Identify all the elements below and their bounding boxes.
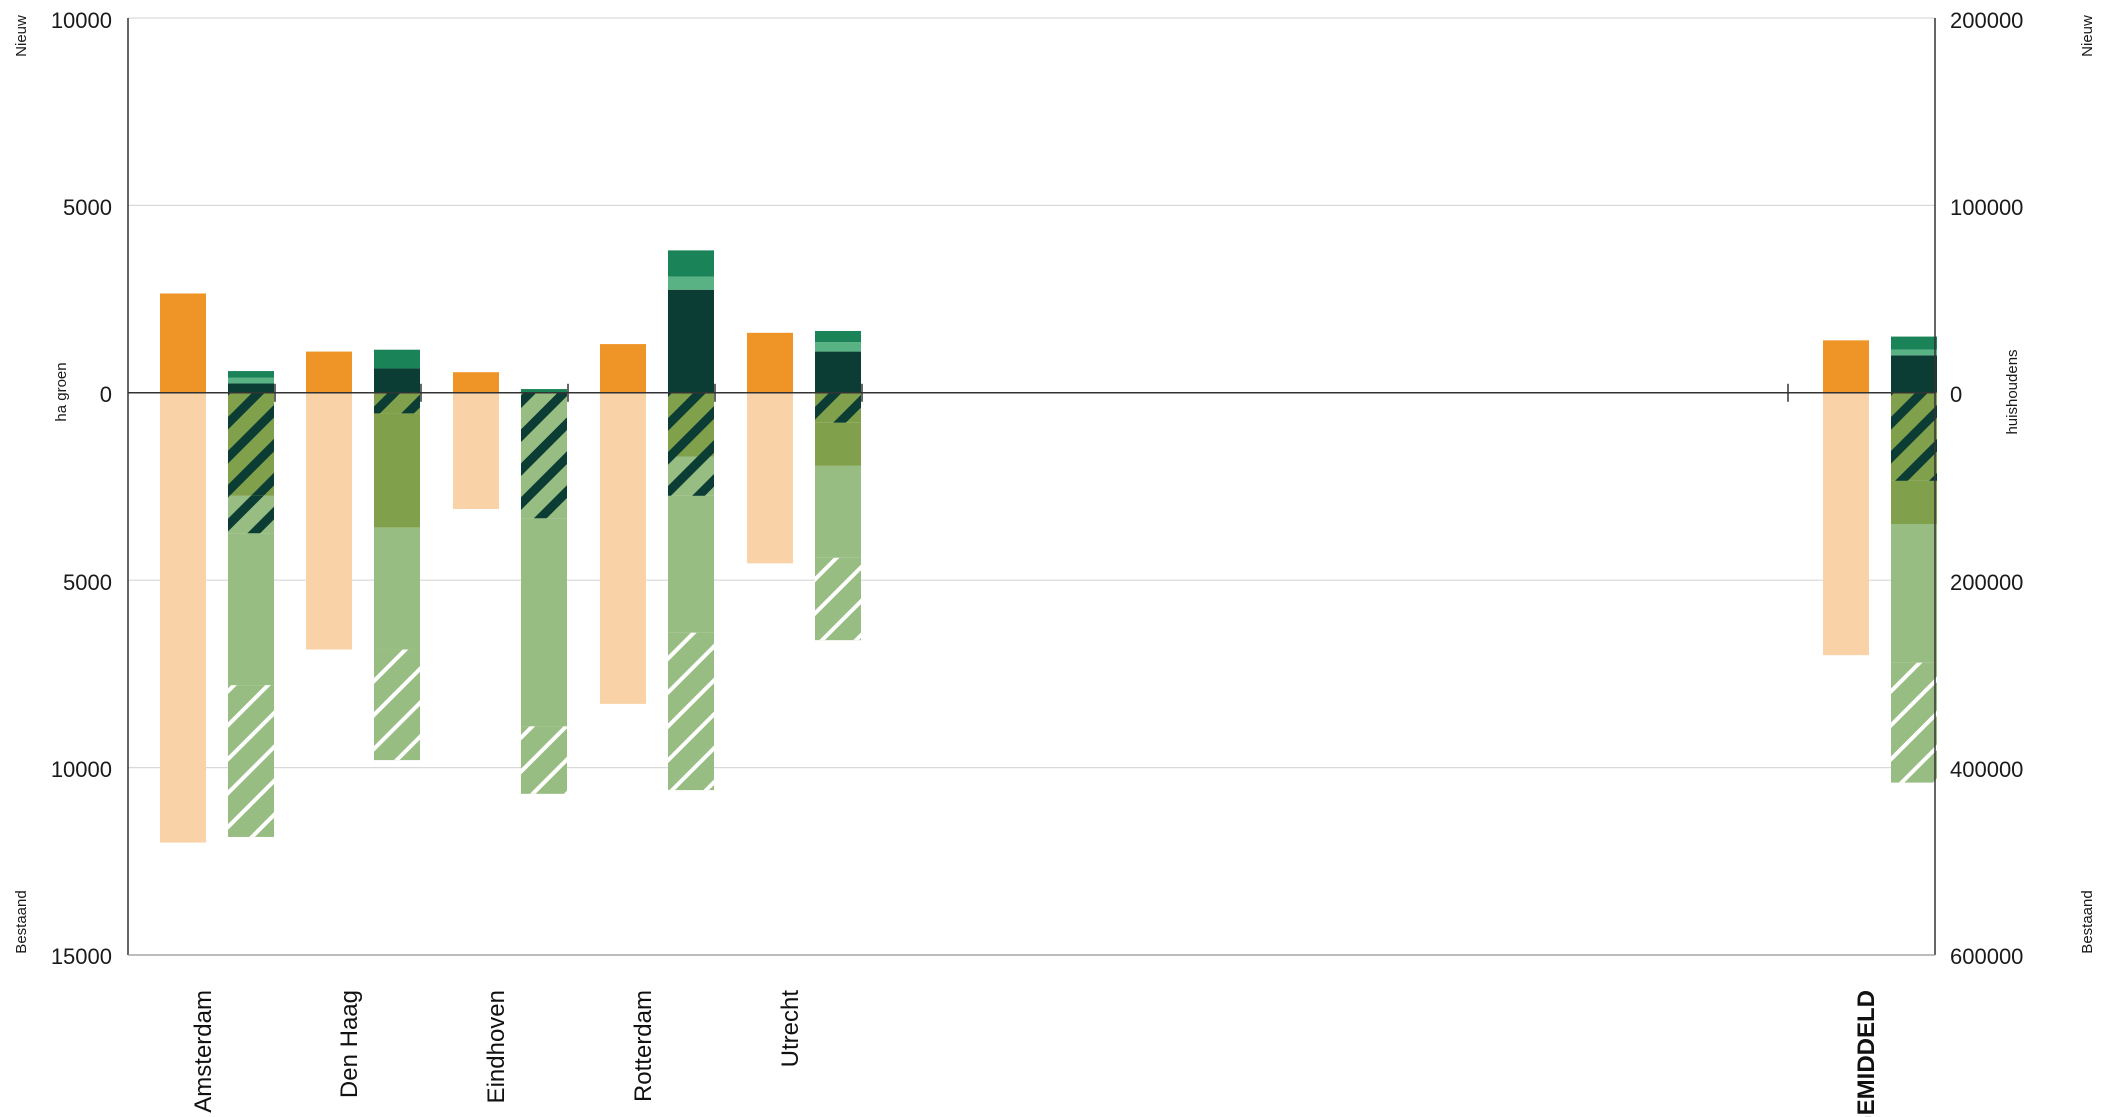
right-tick-label: 200000	[1950, 8, 2023, 33]
left-tick-label: 5000	[63, 570, 112, 595]
green-existing-hatch	[228, 495, 274, 534]
households-existing-bar	[160, 392, 206, 843]
green-new-segment	[668, 276, 714, 290]
green-new-segment	[374, 368, 420, 393]
green-existing-segment	[228, 533, 274, 686]
households-existing-bar	[747, 392, 793, 564]
green-existing-hatch	[815, 392, 861, 423]
left-tick-label: 10000	[51, 757, 112, 782]
green-new-segment	[228, 383, 274, 393]
bars	[160, 250, 1937, 843]
right-axis-bottom-label: Bestaand	[2079, 890, 2096, 953]
green-existing-hatch	[521, 392, 567, 519]
households-new-bar	[747, 332, 793, 393]
green-new-segment	[1891, 349, 1937, 356]
green-new-segment	[668, 250, 714, 277]
left-axis-top-label: Nieuw	[13, 15, 30, 57]
green-existing-segment	[1891, 480, 1937, 524]
green-existing-hatch	[228, 685, 274, 837]
green-existing-hatch	[228, 392, 274, 496]
green-existing-segment	[1891, 523, 1937, 663]
category-label-utrecht: Utrecht	[777, 990, 804, 1068]
left-tick-label: 10000	[51, 8, 112, 33]
households-new-bar	[453, 372, 499, 393]
left-axis-title: ha groen	[53, 362, 70, 421]
green-existing-hatch	[668, 456, 714, 496]
left-tick-label: 5000	[63, 195, 112, 220]
right-axis-ticks: 200000 100000 0 200000 400000 600000	[1950, 8, 2023, 969]
axes	[127, 18, 1936, 956]
green-new-segment	[228, 377, 274, 384]
households-existing-bar	[1823, 392, 1869, 656]
green-existing-segment	[374, 413, 420, 528]
left-tick-label: 15000	[51, 944, 112, 969]
green-new-segment	[521, 389, 567, 393]
green-new-segment	[1891, 355, 1937, 393]
green-existing-hatch	[374, 649, 420, 761]
households-existing-bar	[600, 392, 646, 704]
right-tick-label: 400000	[1950, 757, 2023, 782]
right-tick-label: 100000	[1950, 195, 2023, 220]
green-new-segment	[815, 342, 861, 352]
green-existing-hatch	[668, 632, 714, 791]
green-existing-hatch	[815, 557, 861, 641]
households-new-bar	[600, 344, 646, 393]
green-new-segment	[228, 371, 274, 378]
category-label-rotterdam: Rotterdam	[630, 990, 657, 1102]
green-new-segment	[668, 289, 714, 393]
households-existing-bar	[306, 392, 352, 650]
green-existing-segment	[374, 527, 420, 650]
green-new-segment	[1891, 336, 1937, 350]
households-new-bar	[306, 351, 352, 393]
green-new-segment	[374, 349, 420, 369]
green-existing-hatch	[374, 392, 420, 414]
right-tick-label: 600000	[1950, 944, 2023, 969]
category-label-eindhoven: Eindhoven	[483, 990, 510, 1103]
category-label-gemiddeld: GEMIDDELD	[1853, 990, 1880, 1117]
households-new-bar	[1823, 340, 1869, 393]
green-existing-hatch	[668, 392, 714, 457]
green-new-segment	[815, 351, 861, 393]
right-tick-label: 200000	[1950, 570, 2023, 595]
green-existing-hatch	[521, 726, 567, 794]
green-existing-hatch	[1891, 392, 1937, 481]
green-existing-segment	[668, 495, 714, 633]
green-existing-segment	[815, 422, 861, 466]
category-label-den-haag: Den Haag	[336, 990, 363, 1098]
green-existing-segment	[521, 518, 567, 727]
green-existing-hatch	[1891, 662, 1937, 783]
left-axis-ticks: 10000 5000 0 5000 10000 15000	[51, 8, 112, 969]
right-axis-top-label: Nieuw	[2079, 15, 2096, 57]
right-axis-title: huishoudens	[2004, 349, 2021, 434]
right-tick-label: 0	[1950, 382, 1962, 407]
left-tick-label: 0	[100, 382, 112, 407]
category-label-amsterdam: Amsterdam	[190, 990, 217, 1113]
left-axis-bottom-label: Bestaand	[13, 890, 30, 953]
category-labels: Amsterdam Den Haag Eindhoven Rotterdam U…	[190, 990, 1880, 1117]
households-existing-bar	[453, 392, 499, 509]
green-existing-segment	[815, 465, 861, 558]
green-new-segment	[815, 330, 861, 343]
households-new-bar	[160, 293, 206, 393]
